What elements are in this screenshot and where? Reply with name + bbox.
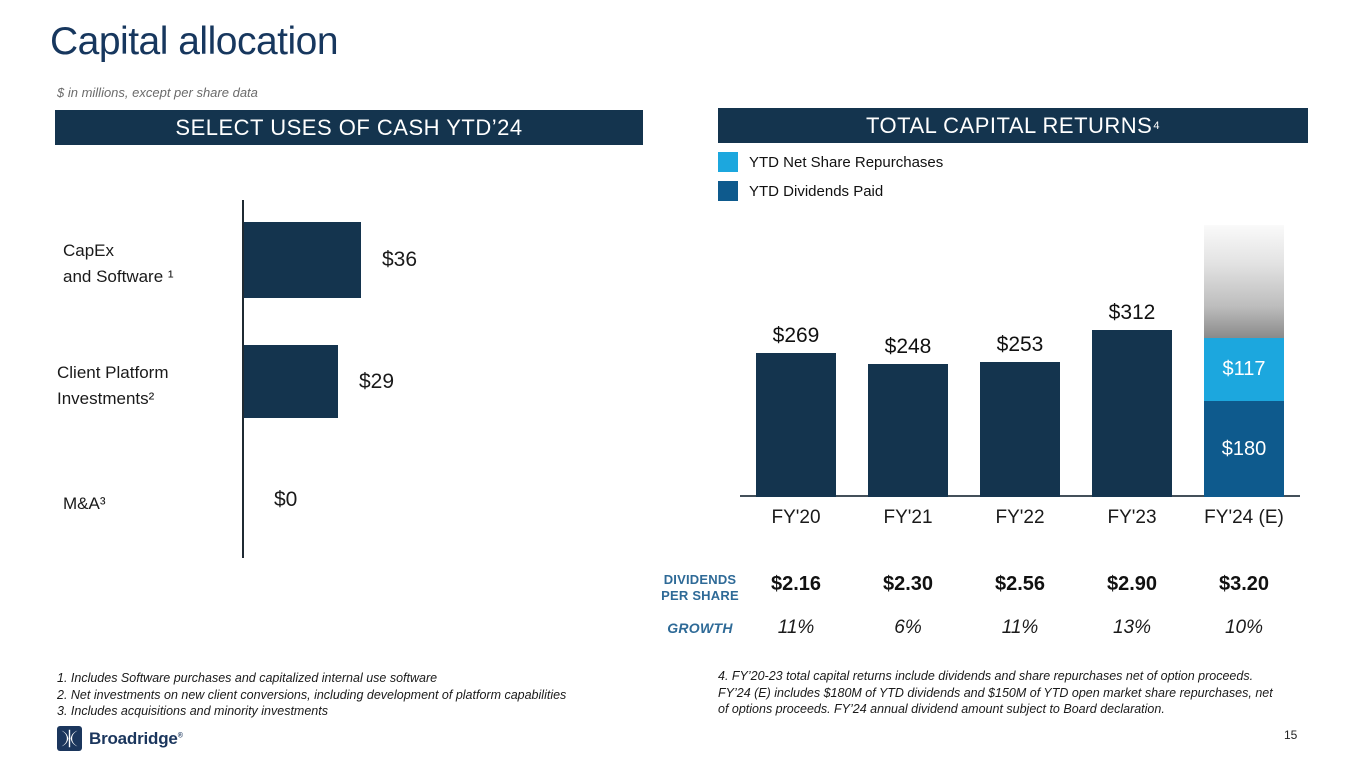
bar-fy20	[756, 353, 836, 497]
bar-row-capex: $36	[244, 222, 417, 298]
x-tick-fy20: FY'20	[771, 507, 821, 528]
growth-value: 11%	[1001, 617, 1039, 638]
growth-value: 13%	[1112, 617, 1152, 638]
page-title: Capital allocation	[50, 20, 339, 63]
bar-value-label: $269	[772, 324, 820, 347]
category-label-ma: M&A³	[63, 494, 106, 513]
dps-value: $2.30	[882, 573, 934, 595]
dividends-swatch-icon	[718, 181, 738, 201]
footnote-2: 2. Net investments on new client convers…	[57, 687, 567, 702]
fy24-estimate-fade	[1204, 225, 1284, 338]
column-fy24: $117 $180	[1204, 225, 1284, 497]
segment-repurchases: $117	[1204, 338, 1284, 401]
category-label-capex: CapEx and Software ¹	[63, 241, 174, 286]
bar-fy21	[868, 364, 948, 497]
x-tick-fy21: FY'21	[883, 507, 933, 528]
dps-value: $3.20	[1218, 573, 1270, 595]
bar-row-client-platform: $29	[244, 345, 394, 418]
broadridge-logo-text: Broadridge®	[89, 728, 183, 748]
category-label-client-platform: Client Platform Investments²	[57, 363, 169, 408]
total-capital-returns-chart: $269 $248 $253 $312 $117 $180 FY'20 FY'2…	[718, 210, 1318, 550]
right-section-header: TOTAL CAPITAL RETURNS 4	[718, 108, 1308, 143]
dps-value: $2.56	[994, 573, 1046, 595]
footnote-3: 3. Includes acquisitions and minority in…	[57, 704, 328, 718]
growth-label: GROWTH	[667, 620, 733, 636]
units-note: $ in millions, except per share data	[57, 85, 258, 100]
left-section-header-label: SELECT USES OF CASH YTD’24	[175, 114, 523, 140]
growth-value: 10%	[1224, 617, 1264, 638]
dps-value: $2.90	[1106, 573, 1158, 595]
page-number: 15	[1284, 728, 1298, 742]
growth-value: 6%	[894, 617, 922, 638]
bar-client-platform	[244, 345, 338, 418]
bar-row-ma: $0	[244, 465, 297, 535]
legend-item-repurchases: YTD Net Share Repurchases	[718, 152, 943, 172]
segment-value-label: $180	[1221, 437, 1267, 460]
footnote-4: 4. FY’20-23 total capital returns includ…	[718, 669, 1273, 716]
legend-label: YTD Dividends Paid	[749, 182, 884, 200]
bar-value-label: $36	[382, 248, 418, 271]
x-tick-fy22: FY'22	[995, 507, 1045, 528]
bar-value-label: $0	[274, 488, 298, 511]
broadridge-logo-icon	[57, 726, 82, 751]
y-axis-line	[242, 200, 244, 558]
bar-fy22	[980, 362, 1060, 497]
left-section-header: SELECT USES OF CASH YTD’24	[55, 110, 643, 145]
bar-value-label: $29	[359, 369, 395, 393]
bar-value-label: $312	[1108, 301, 1156, 324]
right-section-header-label: TOTAL CAPITAL RETURNS	[866, 112, 1153, 138]
footnotes-left: 1. Includes Software purchases and capit…	[57, 670, 677, 720]
bar-capex	[244, 222, 361, 298]
column-fy21: $248	[868, 335, 948, 497]
segment-dividends: $180	[1204, 401, 1284, 497]
x-tick-fy24: FY'24 (E)	[1204, 507, 1284, 528]
footnote-1: 1. Includes Software purchases and capit…	[57, 671, 438, 685]
growth-value: 11%	[777, 617, 815, 638]
repurchases-swatch-icon	[718, 152, 738, 172]
column-fy23: $312	[1092, 301, 1172, 497]
column-fy20: $269	[756, 324, 836, 497]
bar-value-label: $248	[884, 335, 932, 358]
legend: YTD Net Share Repurchases YTD Dividends …	[718, 152, 943, 210]
dps-value: $2.16	[770, 573, 822, 595]
legend-item-dividends: YTD Dividends Paid	[718, 181, 943, 201]
uses-of-cash-chart: CapEx and Software ¹ Client Platform Inv…	[55, 195, 655, 565]
column-fy22: $253	[980, 333, 1060, 497]
bar-value-label: $253	[996, 333, 1044, 356]
bar-fy23	[1092, 330, 1172, 497]
segment-value-label: $117	[1222, 358, 1266, 380]
legend-label: YTD Net Share Repurchases	[749, 153, 944, 171]
x-tick-fy23: FY'23	[1107, 507, 1157, 528]
dividends-per-share-label: DIVIDENDS PER SHARE	[661, 572, 739, 603]
broadridge-logo: Broadridge®	[57, 726, 183, 751]
